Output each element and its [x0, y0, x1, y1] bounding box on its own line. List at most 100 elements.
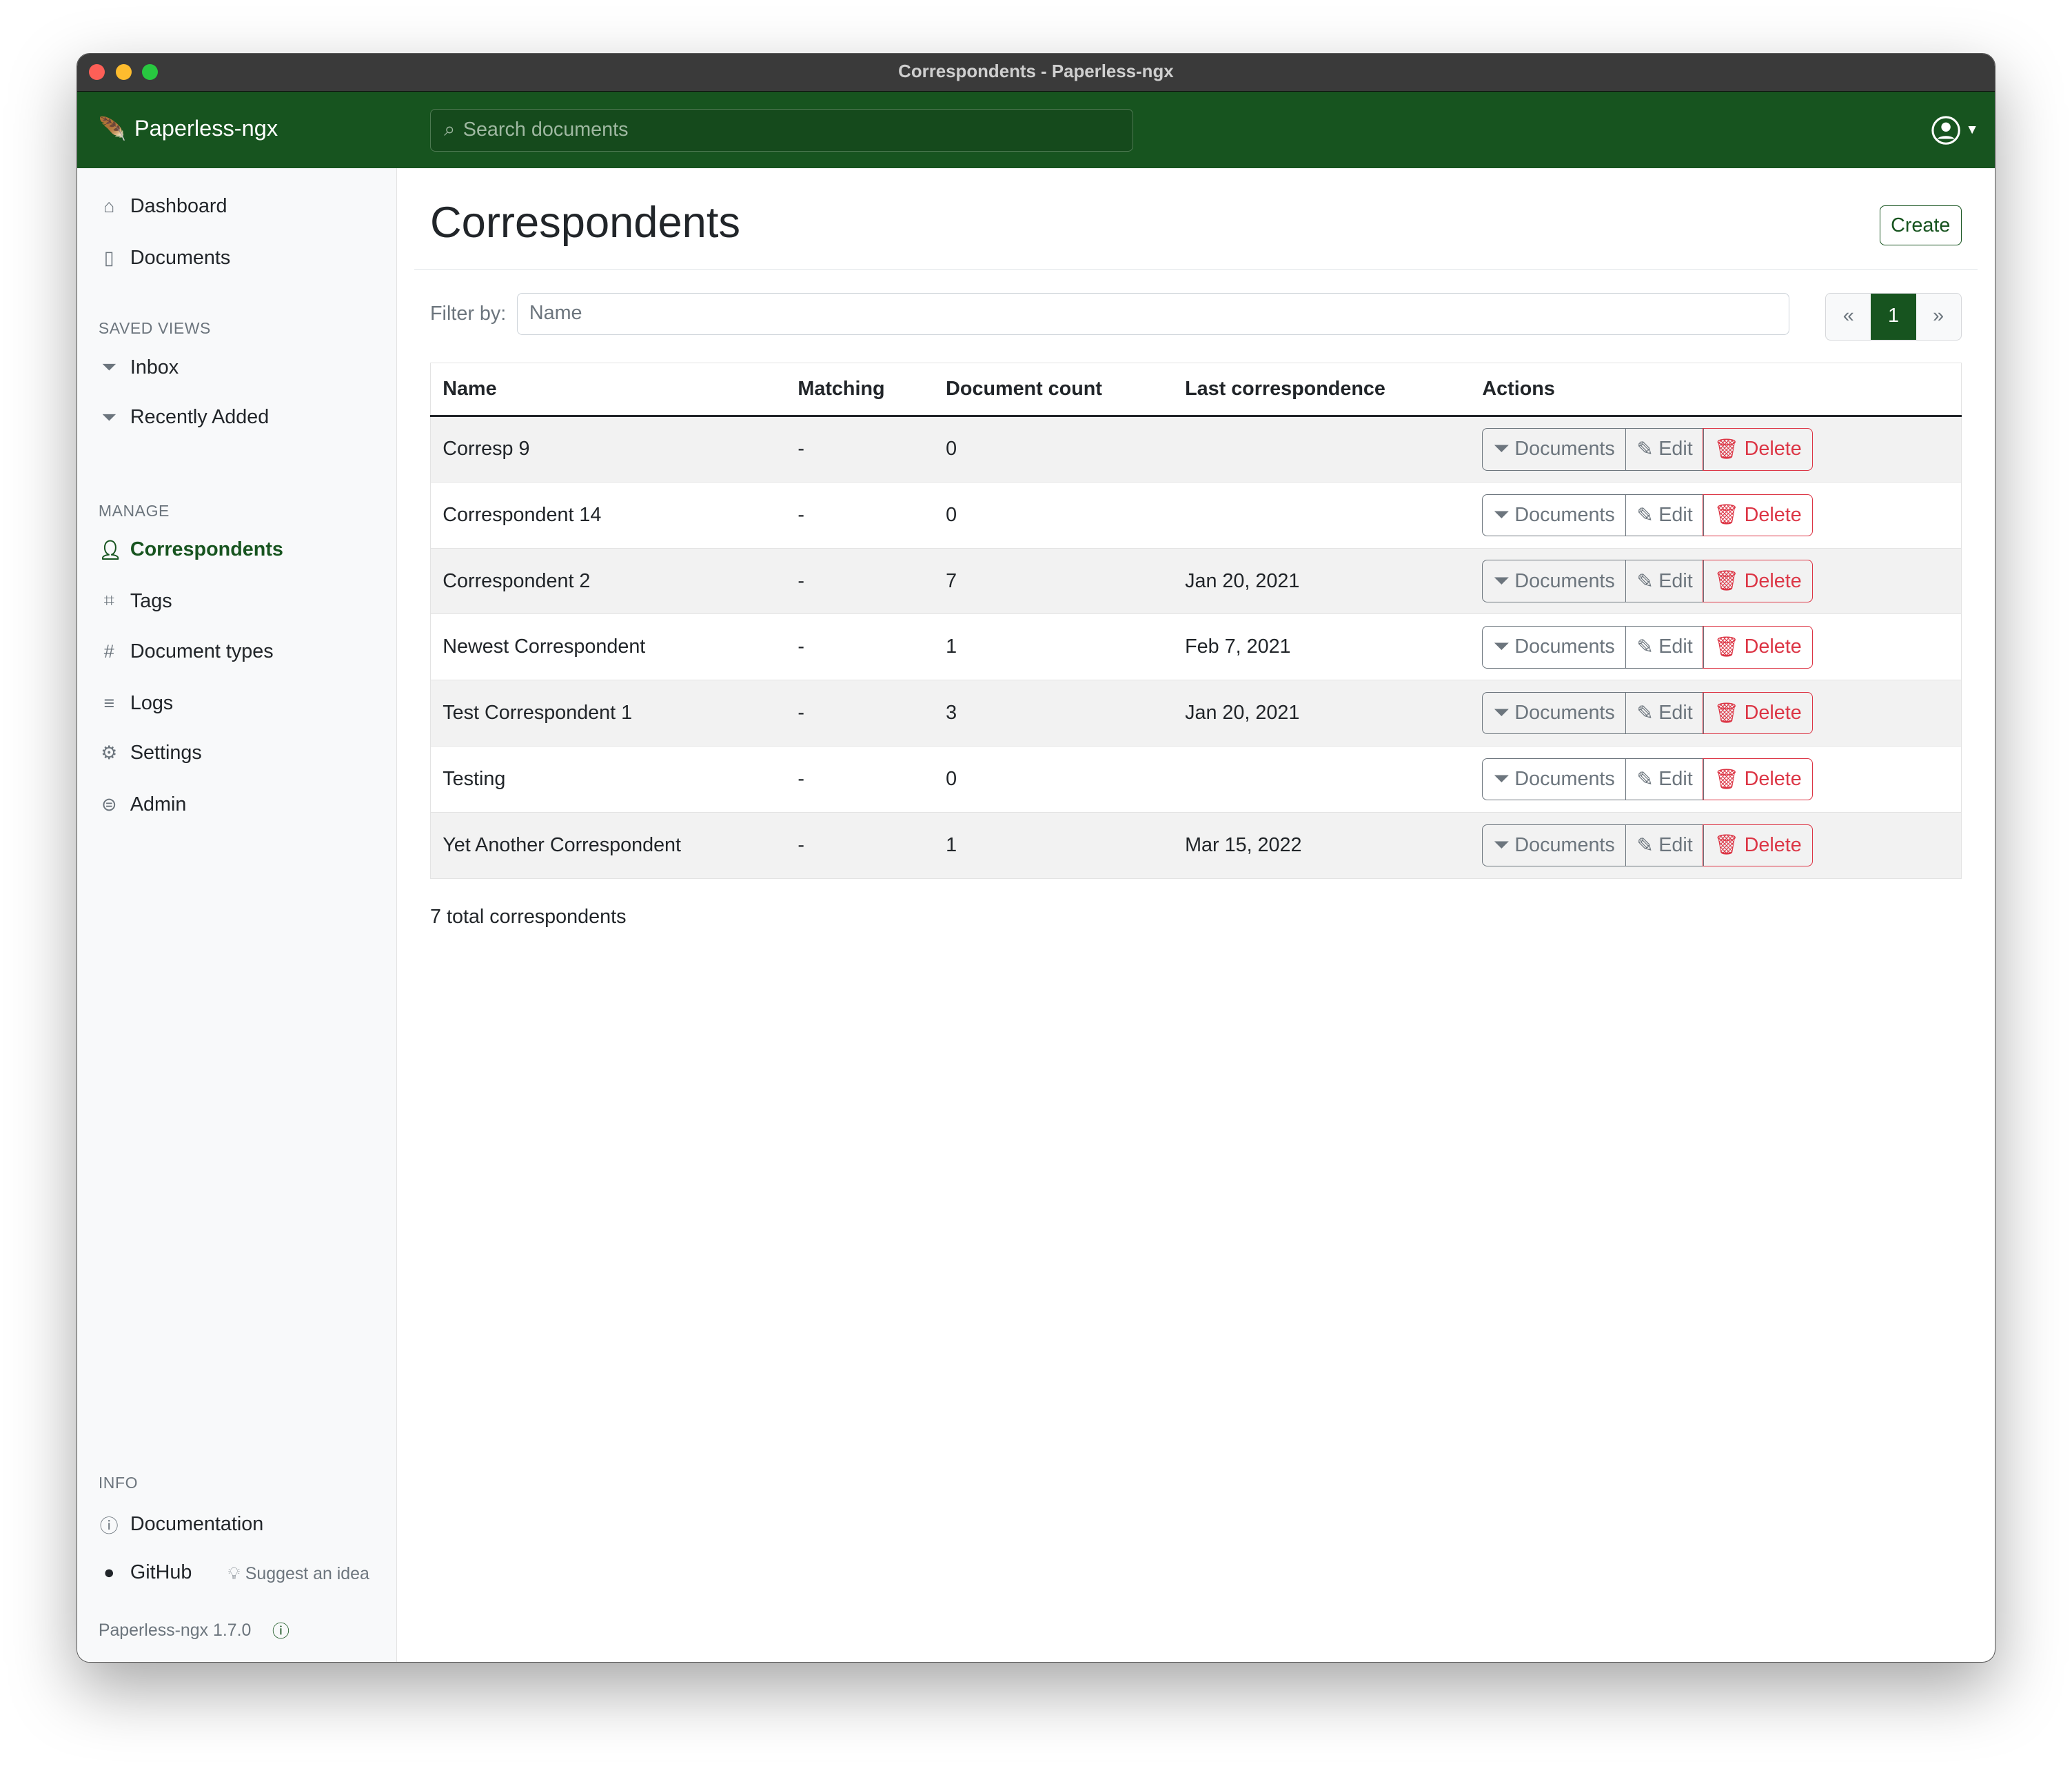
cell-document-count: 1: [933, 811, 1173, 879]
documents-label: Documents: [1514, 569, 1615, 592]
sidebar-item-document-types[interactable]: # Document types: [99, 640, 274, 663]
cell-actions: ⏷ Documents ✎ Edit 🗑︎ Delete: [1470, 811, 1962, 879]
sidebar-item-settings[interactable]: ⚙ Settings: [99, 742, 202, 764]
edit-button[interactable]: ✎ Edit: [1626, 626, 1705, 669]
cell-matching: -: [786, 547, 934, 614]
cell-matching: -: [786, 811, 934, 879]
delete-button[interactable]: 🗑︎ Delete: [1703, 428, 1814, 471]
delete-button[interactable]: 🗑︎ Delete: [1703, 494, 1814, 536]
brand-link[interactable]: 🪶 Paperless-ngx: [99, 116, 278, 142]
cell-document-count: 3: [933, 680, 1173, 747]
cell-name: Yet Another Correspondent: [430, 811, 786, 879]
delete-label: Delete: [1744, 833, 1802, 856]
files-icon: ▯: [103, 247, 114, 268]
cell-actions: ⏷ Documents ✎ Edit 🗑︎ Delete: [1470, 415, 1962, 483]
sidebar-item-label: Recently Added: [130, 406, 270, 429]
text-left-icon: ≡: [103, 692, 114, 713]
filter-label: Filter by:: [430, 302, 507, 325]
pagination-prev[interactable]: «: [1842, 304, 1854, 327]
delete-button[interactable]: 🗑︎ Delete: [1703, 626, 1814, 669]
cell-name: Correspondent 14: [430, 481, 786, 549]
filter-name-input[interactable]: Name: [516, 292, 1789, 335]
info-circle-icon[interactable]: ⓘ: [272, 1622, 290, 1642]
create-button[interactable]: Create: [1879, 205, 1962, 246]
info-heading: INFO: [98, 1474, 139, 1492]
pagination-next[interactable]: »: [1933, 304, 1944, 327]
sidebar-item-label: Correspondents: [130, 538, 283, 561]
version-info: Paperless-ngx 1.7.0 ⓘ: [99, 1618, 290, 1643]
delete-button[interactable]: 🗑︎ Delete: [1703, 692, 1814, 735]
edit-label: Edit: [1658, 768, 1693, 791]
trash-icon: 🗑︎: [1714, 504, 1740, 527]
funnel-icon: ⏷: [1493, 503, 1510, 526]
question-circle-icon: ⓘ: [99, 1516, 119, 1537]
edit-button[interactable]: ✎ Edit: [1626, 758, 1705, 801]
pagination-page-1[interactable]: 1: [1871, 293, 1916, 340]
user-menu-button[interactable]: ▼: [1931, 116, 1979, 145]
documents-button[interactable]: ⏷ Documents: [1482, 428, 1627, 471]
edit-label: Edit: [1658, 833, 1693, 856]
funnel-icon: ⏷: [1493, 636, 1510, 658]
cell-matching: -: [786, 613, 934, 680]
github-icon: ●: [103, 1561, 115, 1583]
delete-button[interactable]: 🗑︎ Delete: [1703, 824, 1814, 867]
top-navbar: 🪶 Paperless-ngx ⌕ Search documents ▼: [77, 92, 1995, 169]
close-button[interactable]: [89, 64, 105, 80]
cell-matching: -: [786, 415, 934, 483]
sidebar-item-github[interactable]: ● GitHub: [99, 1561, 192, 1584]
suggest-idea-link[interactable]: 💡︎ Suggest an idea: [228, 1564, 369, 1584]
column-header-last-correspondence[interactable]: Last correspondence: [1172, 363, 1471, 417]
table-row: Testing - 0 ⏷ Documents ✎ Edit 🗑︎ Delete: [430, 746, 1962, 813]
tags-icon: ⌗: [103, 590, 114, 611]
funnel-icon: ⏷: [1493, 768, 1510, 791]
documents-button[interactable]: ⏷ Documents: [1482, 824, 1627, 867]
trash-icon: 🗑︎: [1714, 570, 1740, 593]
sidebar-item-correspondents[interactable]: 👤︎ Correspondents: [99, 538, 283, 561]
table-row: Newest Correspondent - 1 Feb 7, 2021 ⏷ Do…: [430, 613, 1962, 680]
sidebar-item-recently-added[interactable]: ⏷ Recently Added: [99, 406, 269, 429]
sidebar-item-dashboard[interactable]: ⌂ Dashboard: [99, 195, 227, 218]
cell-document-count: 7: [933, 547, 1173, 614]
trash-icon: 🗑︎: [1714, 636, 1740, 658]
cell-name: Corresp 9: [430, 415, 786, 483]
edit-button[interactable]: ✎ Edit: [1626, 560, 1705, 602]
table-row: Test Correspondent 1 - 3 Jan 20, 2021 ⏷ D…: [430, 680, 1962, 747]
sidebar-item-logs[interactable]: ≡ Logs: [99, 692, 173, 715]
documents-button[interactable]: ⏷ Documents: [1482, 626, 1627, 669]
documents-button[interactable]: ⏷ Documents: [1482, 494, 1627, 536]
edit-button[interactable]: ✎ Edit: [1626, 824, 1705, 867]
trash-icon: 🗑︎: [1714, 834, 1740, 857]
edit-button[interactable]: ✎ Edit: [1626, 428, 1705, 471]
delete-button[interactable]: 🗑︎ Delete: [1703, 560, 1814, 602]
funnel-icon: ⏷: [101, 356, 116, 378]
documents-button[interactable]: ⏷ Documents: [1482, 560, 1627, 602]
delete-label: Delete: [1744, 702, 1802, 724]
edit-button[interactable]: ✎ Edit: [1626, 494, 1705, 536]
documents-label: Documents: [1514, 503, 1615, 526]
search-input[interactable]: ⌕ Search documents: [430, 109, 1133, 152]
column-header-matching[interactable]: Matching: [786, 363, 934, 417]
funnel-icon: ⏷: [101, 406, 116, 427]
zoom-button[interactable]: [142, 64, 159, 80]
cell-matching: -: [786, 746, 934, 813]
cell-actions: ⏷ Documents ✎ Edit 🗑︎ Delete: [1470, 746, 1962, 813]
cell-actions: ⏷ Documents ✎ Edit 🗑︎ Delete: [1470, 547, 1962, 614]
correspondents-table: Name Matching Document count Last corres…: [430, 363, 1962, 879]
documents-button[interactable]: ⏷ Documents: [1482, 758, 1627, 801]
pencil-icon: ✎: [1636, 769, 1654, 791]
column-header-name[interactable]: Name: [430, 363, 786, 417]
sidebar-item-admin[interactable]: ⊜ Admin: [99, 793, 186, 816]
column-header-document-count[interactable]: Document count: [933, 363, 1173, 417]
sidebar-item-documents[interactable]: ▯ Documents: [99, 247, 230, 270]
table-row: Correspondent 14 - 0 ⏷ Documents ✎ Edit 🗑︎…: [430, 481, 1962, 549]
cell-document-count: 0: [933, 746, 1173, 813]
saved-views-heading: SAVED VIEWS: [98, 318, 211, 337]
minimize-button[interactable]: [115, 64, 132, 80]
sidebar-item-tags[interactable]: ⌗ Tags: [99, 590, 172, 613]
documents-button[interactable]: ⏷ Documents: [1482, 692, 1627, 735]
funnel-icon: ⏷: [1493, 569, 1510, 592]
delete-button[interactable]: 🗑︎ Delete: [1703, 758, 1814, 801]
sidebar-item-inbox[interactable]: ⏷ Inbox: [99, 356, 179, 379]
sidebar-item-documentation[interactable]: ⓘ Documentation: [99, 1511, 263, 1538]
edit-button[interactable]: ✎ Edit: [1626, 692, 1705, 735]
